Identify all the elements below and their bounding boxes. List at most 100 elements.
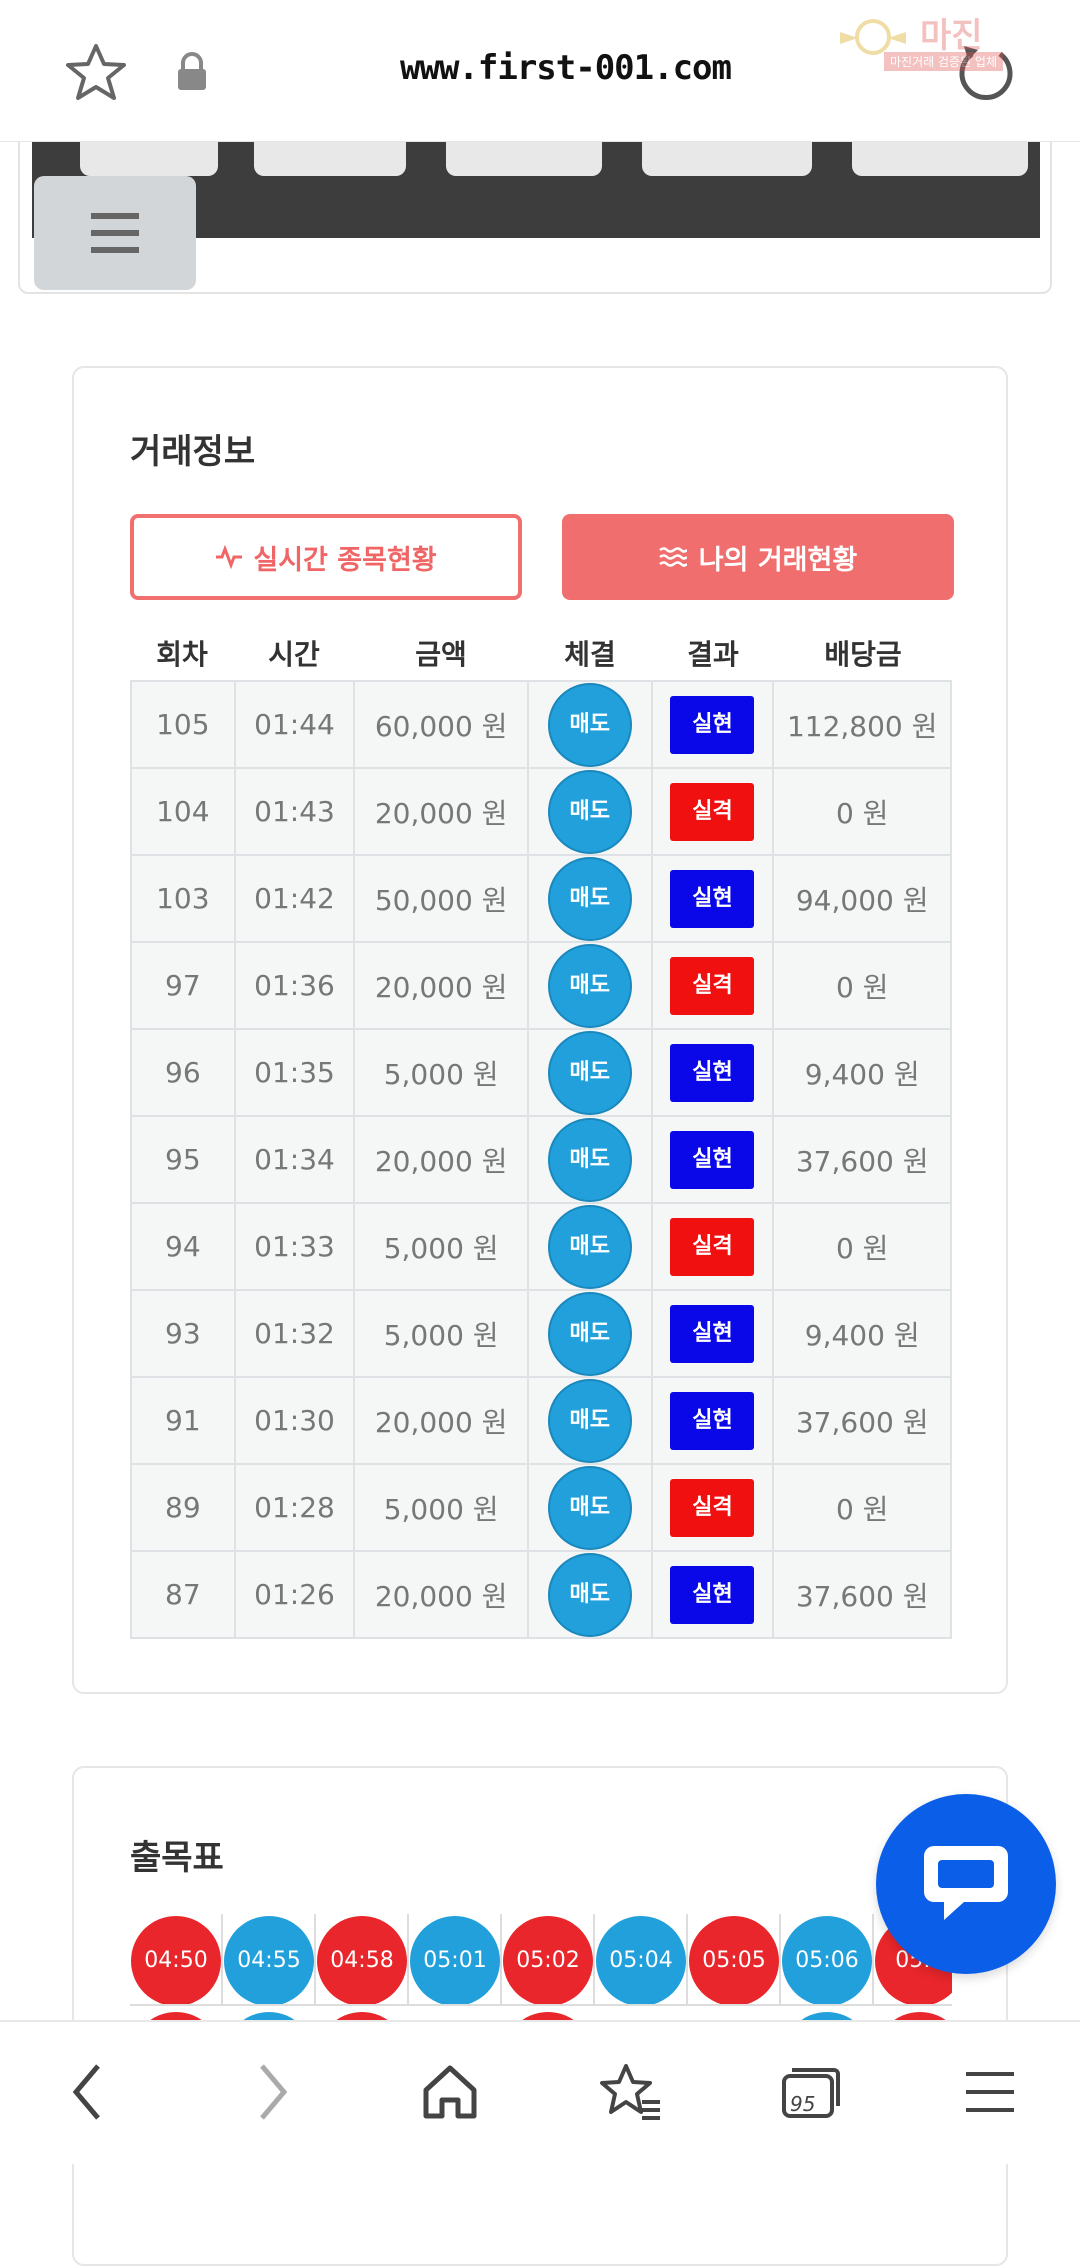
payout-cell: 37,600 원 (772, 1376, 952, 1465)
payout-cell: 37,600 원 (772, 1115, 952, 1204)
chart-dot: 04:50 (131, 1916, 221, 2004)
payout-cell: 37,600 원 (772, 1550, 952, 1639)
time-cell: 01:28 (233, 1463, 356, 1552)
menu-button[interactable] (950, 2052, 1030, 2132)
payout-cell: 94,000 원 (772, 854, 952, 943)
result-badge: 실격 (670, 956, 755, 1015)
chart-cell: 05:05 (688, 1914, 781, 2004)
back-button[interactable] (48, 2052, 128, 2132)
chart-cell: 05:01 (409, 1914, 502, 2004)
round-cell: 87 (130, 1550, 236, 1639)
result-badge: 실격 (670, 1478, 755, 1537)
table-row: 96 01:35 5,000 원 매도 실현 9,400 원 (130, 1028, 952, 1117)
forward-button[interactable] (232, 2052, 312, 2132)
result-badge-cell: 실격 (650, 1202, 775, 1291)
result-badge-cell: 실격 (650, 767, 775, 856)
exec-badge-cell: 매도 (526, 1028, 653, 1117)
bookmark-list-icon (600, 2064, 660, 2120)
chart-dot: 05:06 (782, 1916, 872, 2004)
table-row: 105 01:44 60,000 원 매도 실현 112,800 원 (130, 680, 952, 769)
exec-badge-cell: 매도 (526, 1550, 653, 1639)
chart-dot: 05:05 (689, 1916, 779, 2004)
watermark-subtitle: 마진거래 검증된 업체 (884, 52, 1003, 71)
tabs-icon (782, 2068, 840, 2118)
payout-cell: 9,400 원 (772, 1028, 952, 1117)
round-cell: 104 (130, 767, 236, 856)
my-trades-button[interactable]: 나의 거래현황 (562, 514, 954, 600)
time-cell: 01:30 (233, 1376, 356, 1465)
hamburger-menu-button[interactable] (34, 176, 196, 290)
exec-badge: 매도 (547, 856, 632, 941)
time-cell: 01:42 (233, 854, 356, 943)
trade-info-title: 거래정보 (130, 432, 256, 472)
time-cell: 01:32 (233, 1289, 356, 1378)
chart-cell: 05:06 (781, 1914, 874, 2004)
bookmark-star-icon[interactable] (64, 40, 128, 104)
table-row: 103 01:42 50,000 원 매도 실현 94,000 원 (130, 854, 952, 943)
home-button[interactable] (410, 2052, 490, 2132)
round-cell: 95 (130, 1115, 236, 1204)
reload-icon[interactable] (954, 40, 1018, 104)
chat-button[interactable] (876, 1794, 1056, 1974)
bookmarks-button[interactable] (590, 2052, 670, 2132)
payout-cell: 0 원 (772, 941, 952, 1030)
hamburger-icon (91, 213, 139, 253)
realtime-status-button[interactable]: 실시간 종목현황 (130, 514, 522, 600)
amount-cell: 20,000 원 (353, 767, 529, 856)
lock-icon (178, 52, 206, 90)
table-row: 89 01:28 5,000 원 매도 실격 0 원 (130, 1463, 952, 1552)
chart-dot: 04:55 (224, 1916, 314, 2004)
result-badge: 실현 (670, 869, 755, 928)
tabs-button[interactable]: 95 (770, 2052, 850, 2132)
hamburger-icon (966, 2072, 1014, 2112)
chart-dot: 05:02 (503, 1916, 593, 2004)
chart-cell: 05:02 (502, 1914, 595, 2004)
round-cell: 89 (130, 1463, 236, 1552)
round-cell: 93 (130, 1289, 236, 1378)
pulse-icon (216, 545, 243, 569)
time-cell: 01:43 (233, 767, 356, 856)
amount-cell: 20,000 원 (353, 1115, 529, 1204)
trade-table-header: 회차 시간 금액 체결 결과 배당금 (130, 630, 952, 680)
result-badge-cell: 실현 (650, 854, 775, 943)
exec-badge: 매도 (547, 1378, 632, 1463)
chevron-right-icon (260, 2064, 288, 2120)
table-row: 91 01:30 20,000 원 매도 실현 37,600 원 (130, 1376, 952, 1465)
watermark-emblem-icon (840, 19, 906, 55)
col-header-result: 결과 (687, 638, 739, 671)
watermark-logo: 마진 마진거래 검증된 업체 (838, 8, 1074, 71)
browser-bottom-nav: 95 (0, 2020, 1080, 2164)
time-cell: 01:36 (233, 941, 356, 1030)
round-cell: 97 (130, 941, 236, 1030)
amount-cell: 50,000 원 (353, 854, 529, 943)
chevron-left-icon (72, 2064, 100, 2120)
draw-chart-title: 출목표 (130, 1838, 224, 1878)
time-cell: 01:44 (233, 680, 356, 769)
address-bar-url[interactable]: www.first-001.com (400, 48, 732, 88)
amount-cell: 60,000 원 (353, 680, 529, 769)
exec-badge: 매도 (547, 943, 632, 1028)
amount-cell: 5,000 원 (353, 1028, 529, 1117)
result-badge: 실현 (670, 1565, 755, 1624)
col-header-exec: 체결 (564, 638, 616, 671)
time-cell: 01:26 (233, 1550, 356, 1639)
result-badge: 실현 (670, 1391, 755, 1450)
trade-info-card: 거래정보 실시간 종목현황 나의 거래현황 회차 시간 금액 체결 결과 배당금… (72, 366, 1008, 1694)
exec-badge: 매도 (547, 1030, 632, 1115)
result-badge-cell: 실현 (650, 680, 775, 769)
exec-badge-cell: 매도 (526, 680, 653, 769)
amount-cell: 5,000 원 (353, 1289, 529, 1378)
exec-badge: 매도 (547, 1117, 632, 1202)
time-cell: 01:33 (233, 1202, 356, 1291)
table-row: 95 01:34 20,000 원 매도 실현 37,600 원 (130, 1115, 952, 1204)
round-cell: 94 (130, 1202, 236, 1291)
table-row: 104 01:43 20,000 원 매도 실격 0 원 (130, 767, 952, 856)
result-badge: 실격 (670, 1217, 755, 1276)
col-header-round: 회차 (156, 638, 208, 671)
chart-dot: 05:04 (596, 1916, 686, 2004)
chart-dot: 05:01 (410, 1916, 500, 2004)
result-badge-cell: 실격 (650, 941, 775, 1030)
result-badge: 실현 (670, 1130, 755, 1189)
round-cell: 105 (130, 680, 236, 769)
table-row: 93 01:32 5,000 원 매도 실현 9,400 원 (130, 1289, 952, 1378)
